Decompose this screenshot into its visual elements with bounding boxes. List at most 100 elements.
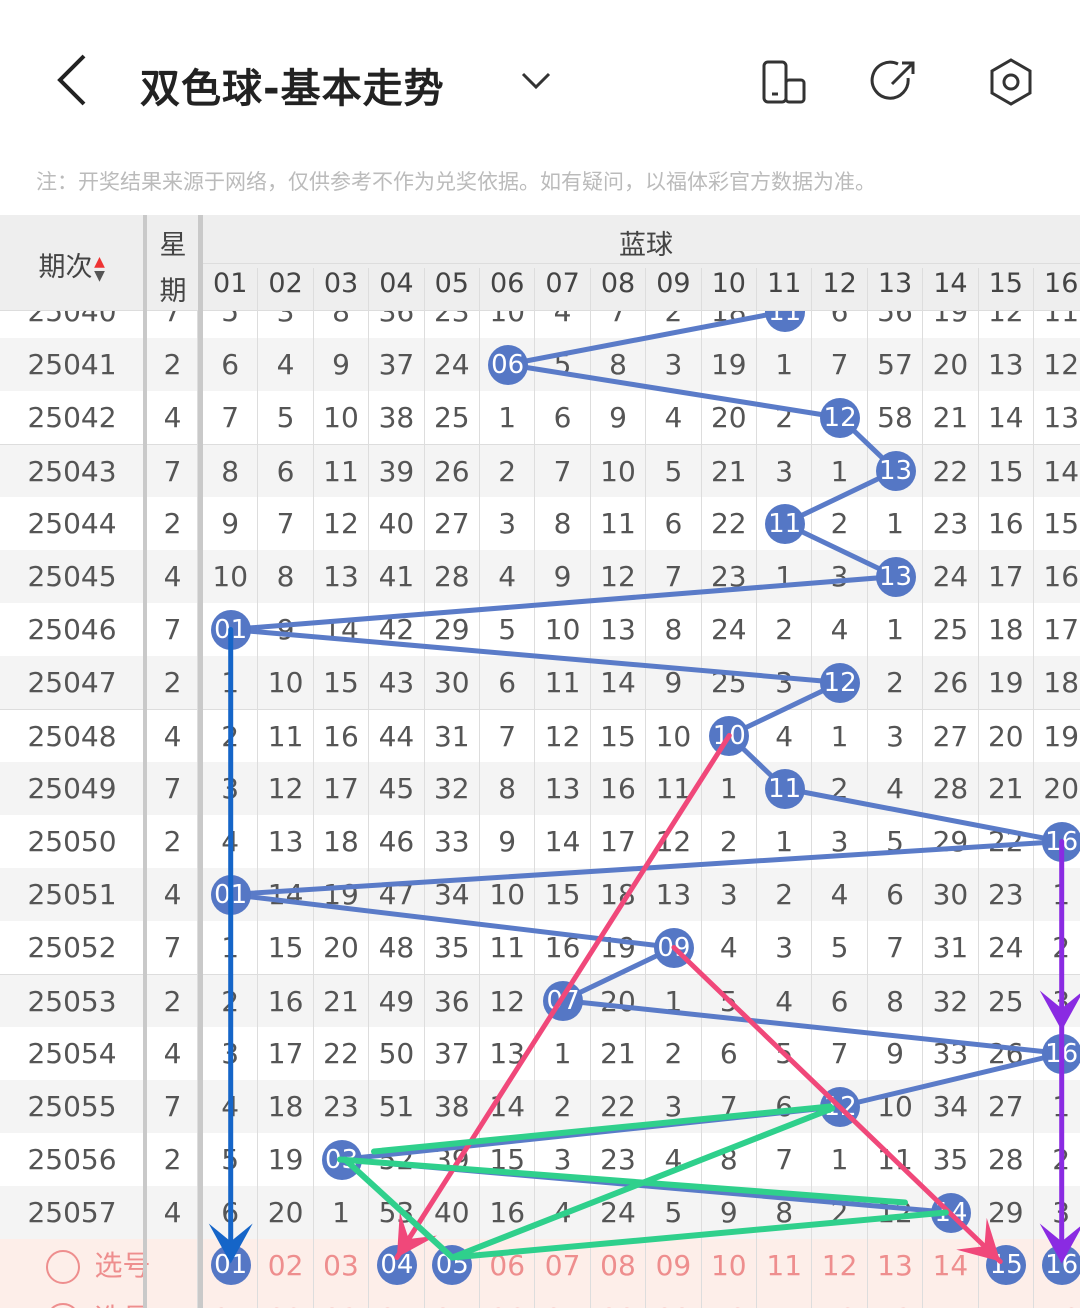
omission-cell: 23 [979,868,1034,921]
select-ball-cell[interactable]: 03 [314,1292,370,1308]
select-ball-cell[interactable]: 06 [480,1239,536,1292]
omission-cell: 1 [868,497,924,550]
omission-cell: 15 [314,656,370,709]
omission-cell: 17 [314,762,370,815]
select-ball-cell[interactable] [979,1239,1034,1292]
omission-cell: 34 [923,1080,979,1133]
period-header[interactable]: 期次 ▲ ▼ [0,245,145,284]
back-chevron-icon[interactable] [52,52,92,108]
select-ball-cell[interactable]: 04 [369,1292,425,1308]
dropdown-chevron-icon[interactable] [518,62,554,98]
omission-cell: 1 [314,1186,370,1239]
sort-icon[interactable]: ▲ ▼ [94,253,105,284]
period-cell: 25057 [0,1186,145,1239]
select-ball-cell[interactable]: 07 [535,1292,591,1308]
hit-ball: 16 [1041,1033,1080,1074]
omission-cell: 7 [868,921,924,974]
omission-cell: 2 [480,445,536,498]
share-icon[interactable] [868,56,920,108]
select-ball-cell[interactable]: 16 [1034,1292,1080,1308]
select-ball-cell[interactable] [203,1239,259,1292]
omission-cell: 19 [314,868,370,921]
select-ball-cell[interactable]: 15 [979,1292,1034,1308]
omission-cell: 1 [812,1133,868,1186]
omission-cell: 15 [480,1133,536,1186]
trend-table-body[interactable]: 25040 7 5 3 8 36 23 10 4 7 2 18 6 56 19 12 11 25041 2 6 4 9 37… [0,311,1080,1308]
select-ball-cell[interactable] [425,1239,480,1292]
omission-cell: 8 [646,603,702,656]
select-ball-cell[interactable]: 10 [702,1292,757,1308]
omission-cell [812,656,868,709]
omission-cell: 6 [757,1080,813,1133]
select-ball-cell[interactable]: 02 [258,1239,314,1292]
ball-column-header: 15 [979,268,1034,312]
omission-cell: 22 [923,445,979,498]
select-ball-cell[interactable]: 08 [591,1239,647,1292]
select-ball-cell[interactable]: 12 [812,1292,868,1308]
select-ball-cell[interactable]: 14 [923,1239,979,1292]
omission-cell: 4 [646,1133,702,1186]
weekday-cell: 7 [148,311,198,338]
select-ball-cell[interactable]: 09 [646,1239,702,1292]
select-ball-cell[interactable]: 13 [868,1239,924,1292]
select-ball-cell[interactable]: 12 [812,1239,868,1292]
rotate-screen-icon[interactable] [758,56,810,108]
ball-column-header: 10 [702,268,757,312]
omission-cell: 9 [480,815,536,868]
omission-cell: 9 [702,1186,757,1239]
omission-cell: 5 [535,338,591,391]
omission-cell: 12 [591,550,647,603]
omission-cell: 10 [480,868,536,921]
select-ball-cell[interactable]: 07 [535,1239,591,1292]
ball-column-header: 11 [757,268,813,312]
select-ball-cell[interactable]: 05 [425,1292,480,1308]
omission-cell: 20 [591,975,647,1028]
blue-ball-group-header: 蓝球 [619,230,673,261]
omission-cell: 4 [535,1186,591,1239]
selected-ball[interactable]: 15 [986,1245,1027,1285]
omission-cell: 9 [646,656,702,709]
radio-circle-icon[interactable] [46,1250,81,1284]
omission-cell: 45 [369,762,425,815]
selected-ball[interactable]: 16 [1041,1245,1080,1285]
page-title[interactable]: 双色球-基本走势 [140,66,445,112]
select-ball-cell[interactable]: 06 [480,1292,536,1308]
omission-cell: 19 [258,1133,314,1186]
omission-cell: 6 [203,1186,259,1239]
omission-cell: 11 [1034,311,1080,338]
select-ball-cell[interactable]: 13 [868,1292,924,1308]
omission-cell: 4 [702,921,757,974]
selected-ball[interactable]: 01 [210,1245,251,1285]
select-ball-cell[interactable]: 01 [203,1292,259,1308]
omission-cell: 26 [923,656,979,709]
select-ball-cell[interactable]: 10 [702,1239,757,1292]
select-ball-cell[interactable]: 08 [591,1292,647,1308]
omission-cell: 11 [258,710,314,763]
radio-circle-icon[interactable] [46,1303,81,1308]
omission-cell: 20 [979,710,1034,763]
settings-icon[interactable] [985,56,1037,108]
select-ball-cell[interactable]: 09 [646,1292,702,1308]
select-ball-cell[interactable]: 14 [923,1292,979,1308]
omission-cell: 15 [258,921,314,974]
omission-cell: 4 [757,710,813,763]
weekday-cell: 4 [148,710,198,763]
omission-cell: 3 [203,1027,259,1080]
select-label[interactable]: 选号 [0,1292,198,1308]
omission-cell: 53 [369,1186,425,1239]
select-ball-cell[interactable]: 11 [757,1239,813,1292]
selected-ball[interactable]: 05 [432,1245,473,1285]
select-ball-cell[interactable]: 03 [314,1239,370,1292]
selected-ball[interactable]: 04 [376,1245,417,1285]
omission-cell: 9 [868,1027,924,1080]
select-ball-cell[interactable]: 11 [757,1292,813,1308]
omission-cell: 9 [258,603,314,656]
omission-cell: 18 [702,311,757,338]
period-cell: 25043 [0,445,145,498]
select-ball-cell[interactable]: 02 [258,1292,314,1308]
omission-cell: 3 [203,762,259,815]
omission-cell: 21 [702,445,757,498]
select-label[interactable]: 选号 [0,1239,198,1292]
select-ball-cell[interactable] [369,1239,425,1292]
omission-cell: 33 [923,1027,979,1080]
